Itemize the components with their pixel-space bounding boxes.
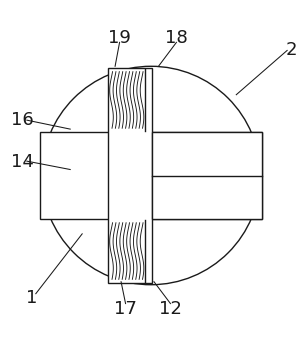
Text: 18: 18 [165,29,188,47]
Bar [40,132,262,219]
Bar [153,132,262,219]
Text: 16: 16 [11,111,34,129]
Text: 14: 14 [11,153,34,171]
Text: 17: 17 [114,300,137,318]
Text: 2: 2 [286,41,297,59]
Text: 12: 12 [159,300,182,318]
Text: 1: 1 [26,289,37,307]
Bar [108,68,153,283]
Text: 19: 19 [108,29,131,47]
